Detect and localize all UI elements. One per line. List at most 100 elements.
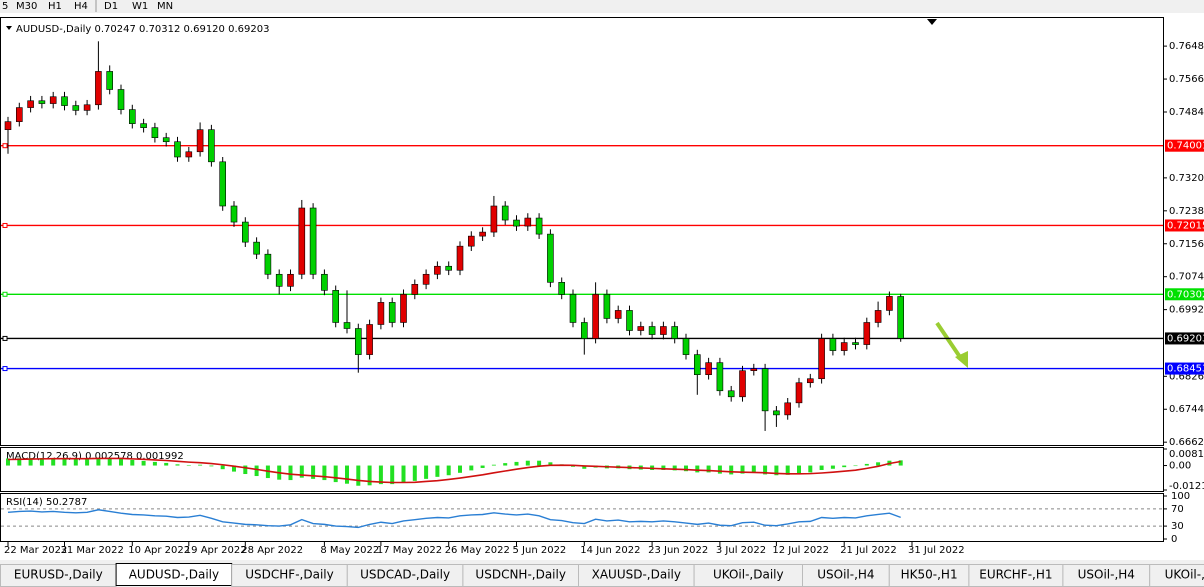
tab[interactable]: UKOil-,Daily (693, 564, 803, 587)
level-label: 0.69203 (1167, 333, 1204, 344)
tab-label[interactable]: HK50-,H1 (901, 568, 958, 582)
macd-bar (186, 465, 191, 466)
macd-bar (480, 465, 485, 468)
tab-label[interactable]: USDCAD-,Daily (360, 568, 450, 582)
macd-bar (525, 460, 530, 466)
candle-body (886, 296, 893, 311)
level-label-bg (1165, 362, 1204, 375)
collapse-icon[interactable] (6, 26, 12, 30)
timeframe-button[interactable]: D1 (104, 1, 118, 12)
candle-body (253, 241, 260, 255)
tab-label[interactable]: EURUSD-,Daily (14, 568, 103, 582)
macd-bar (491, 464, 496, 466)
y-tick-label: 70 (1171, 504, 1184, 515)
level-label: 0.68453 (1167, 364, 1204, 375)
candle-body (434, 265, 441, 275)
candle-body (208, 129, 215, 163)
macd-bar (548, 462, 553, 466)
tab-label[interactable]: UKOil-,Daily (713, 568, 784, 582)
macd-bar (311, 465, 316, 479)
candle-body (366, 324, 373, 355)
tab[interactable]: UKOil-,H4 (1149, 564, 1204, 587)
macd-bar (28, 458, 33, 466)
macd-bar (435, 465, 440, 477)
macd-bar (819, 465, 824, 470)
y-tick-label: -0.01212 (1169, 481, 1204, 492)
timeframe-button[interactable]: H4 (74, 1, 88, 12)
tab[interactable]: USDCNH-,Daily (462, 564, 579, 587)
tab-label[interactable]: USDCNH-,Daily (475, 568, 566, 582)
tab-label[interactable]: USDCHF-,Daily (245, 568, 333, 582)
x-tick-label: 28 Apr 2022 (241, 545, 303, 556)
tab[interactable]: AUDUSD-,Daily (115, 563, 233, 586)
macd-bar (469, 465, 474, 471)
x-tick-label: 23 Jun 2022 (648, 545, 708, 556)
candle-body (603, 294, 611, 319)
level-marker (2, 291, 8, 297)
tab-label[interactable]: XAUUSD-,Daily (592, 568, 681, 582)
macd-bar (537, 460, 542, 466)
macd-bar (96, 457, 101, 466)
macd-bar (774, 465, 779, 476)
tab-label[interactable]: AUDUSD-,Daily (129, 568, 219, 582)
level-marker (2, 335, 8, 341)
x-tick-label: 10 Apr 2022 (128, 545, 190, 556)
candle-body (422, 273, 430, 285)
tab-label[interactable]: EURCHF-,H1 (979, 568, 1052, 582)
arrow-head (955, 351, 968, 368)
macd-bar (164, 462, 169, 466)
timeframe-button[interactable]: H1 (48, 1, 62, 12)
candle-body (648, 326, 656, 335)
macd-bar (220, 465, 225, 470)
y-tick-label: 0.00 (1169, 461, 1191, 472)
x-tick-label: 5 Jun 2022 (513, 545, 567, 556)
rsi-title: RSI(14) 50.2787 (6, 497, 87, 508)
y-tick-label: 0.66620 (1169, 437, 1204, 448)
candle-body (626, 310, 633, 331)
candle-body (739, 370, 746, 398)
tab[interactable]: USDCHF-,Daily (231, 564, 348, 587)
tab[interactable]: EURCHF-,H1 (968, 564, 1064, 587)
candle-body (479, 231, 486, 237)
tab-label[interactable]: UKOil-,H4 (1165, 568, 1204, 582)
candle-body (95, 71, 102, 106)
macd-bar (830, 465, 835, 469)
level-label-bg (1165, 288, 1204, 301)
tab-label[interactable]: USOil-,H4 (817, 568, 874, 582)
tab[interactable]: USOil-,H4 (1062, 564, 1151, 587)
tab-label[interactable]: USOil-,H4 (1078, 568, 1135, 582)
candle-body (524, 217, 532, 227)
tab[interactable]: USDCAD-,Daily (346, 564, 464, 587)
timeframe-button[interactable]: M30 (16, 1, 37, 12)
candle-body (15, 107, 23, 122)
candle-body (490, 205, 498, 233)
y-tick-label: 30 (1171, 521, 1184, 532)
macd-title: MACD(12,26,9) 0.002578 0.001992 (6, 451, 184, 462)
tab[interactable]: EURUSD-,Daily (0, 564, 117, 587)
candle-body (716, 362, 724, 392)
candle-body (377, 302, 385, 325)
tab[interactable]: USOil-,H4 (802, 564, 890, 587)
macd-bar (378, 465, 383, 485)
tab[interactable]: HK50-,H1 (888, 564, 970, 587)
macd-bar (367, 465, 372, 486)
tab[interactable]: XAUUSD-,Daily (578, 564, 695, 587)
timeframe-button[interactable]: MN (157, 1, 173, 12)
timeframe-button[interactable]: 5 (2, 1, 8, 12)
rsi-panel (0, 493, 1164, 542)
macd-bar (763, 465, 768, 475)
level-marker (2, 366, 8, 372)
candle-body (242, 221, 249, 243)
candle-body (513, 219, 520, 227)
timeframe-button[interactable]: W1 (132, 1, 148, 12)
x-tick-label: 26 May 2022 (445, 545, 510, 556)
macd-bar (345, 465, 349, 484)
macd-bar (785, 465, 790, 475)
candle-body (761, 368, 769, 412)
macd-bar (85, 458, 90, 466)
level-label-bg (1165, 332, 1204, 345)
